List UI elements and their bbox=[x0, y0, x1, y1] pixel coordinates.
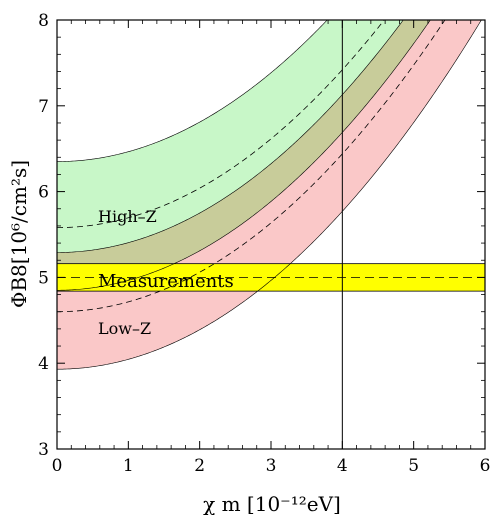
axis-tick-labels: 0 1 2 3 4 5 6 3 4 5 6 7 8 bbox=[38, 11, 490, 476]
band-center-line-1 bbox=[57, 20, 446, 313]
y-tick-label: 8 bbox=[38, 11, 49, 31]
y-axis-title: ΦB8[10⁶/cm²s] bbox=[7, 160, 31, 308]
band-center-line-0 bbox=[57, 20, 385, 229]
x-tick-label: 4 bbox=[337, 456, 348, 476]
band-fill-0 bbox=[57, 20, 431, 291]
overlay-lines bbox=[57, 20, 485, 449]
annotation-labels: High–Z Low–Z Measurements bbox=[98, 207, 234, 338]
x-axis-title: χ m [10⁻¹²eV] bbox=[203, 492, 341, 516]
x-tick-label: 0 bbox=[52, 456, 63, 476]
x-tick-label: 6 bbox=[480, 456, 491, 476]
band-upper-edge-0 bbox=[57, 20, 328, 162]
x-tick-label: 2 bbox=[194, 456, 205, 476]
y-tick-label: 4 bbox=[38, 354, 49, 374]
y-tick-label: 5 bbox=[38, 268, 49, 288]
measurement-label: Measurements bbox=[98, 271, 234, 292]
band-overlap bbox=[57, 20, 431, 291]
x-tick-label: 5 bbox=[408, 456, 419, 476]
band-lower-edge-1 bbox=[57, 20, 482, 370]
axis-ticks bbox=[56, 19, 486, 450]
y-tick-label: 6 bbox=[38, 183, 49, 203]
x-tick-label: 3 bbox=[266, 456, 277, 476]
y-tick-label: 7 bbox=[38, 97, 49, 117]
band-lower-edge-0 bbox=[57, 20, 431, 291]
high-z-label: High–Z bbox=[98, 207, 157, 226]
y-tick-label: 3 bbox=[38, 440, 49, 460]
low-z-label: Low–Z bbox=[98, 319, 151, 338]
band-upper-edge-1 bbox=[57, 20, 404, 253]
x-tick-label: 1 bbox=[123, 456, 134, 476]
